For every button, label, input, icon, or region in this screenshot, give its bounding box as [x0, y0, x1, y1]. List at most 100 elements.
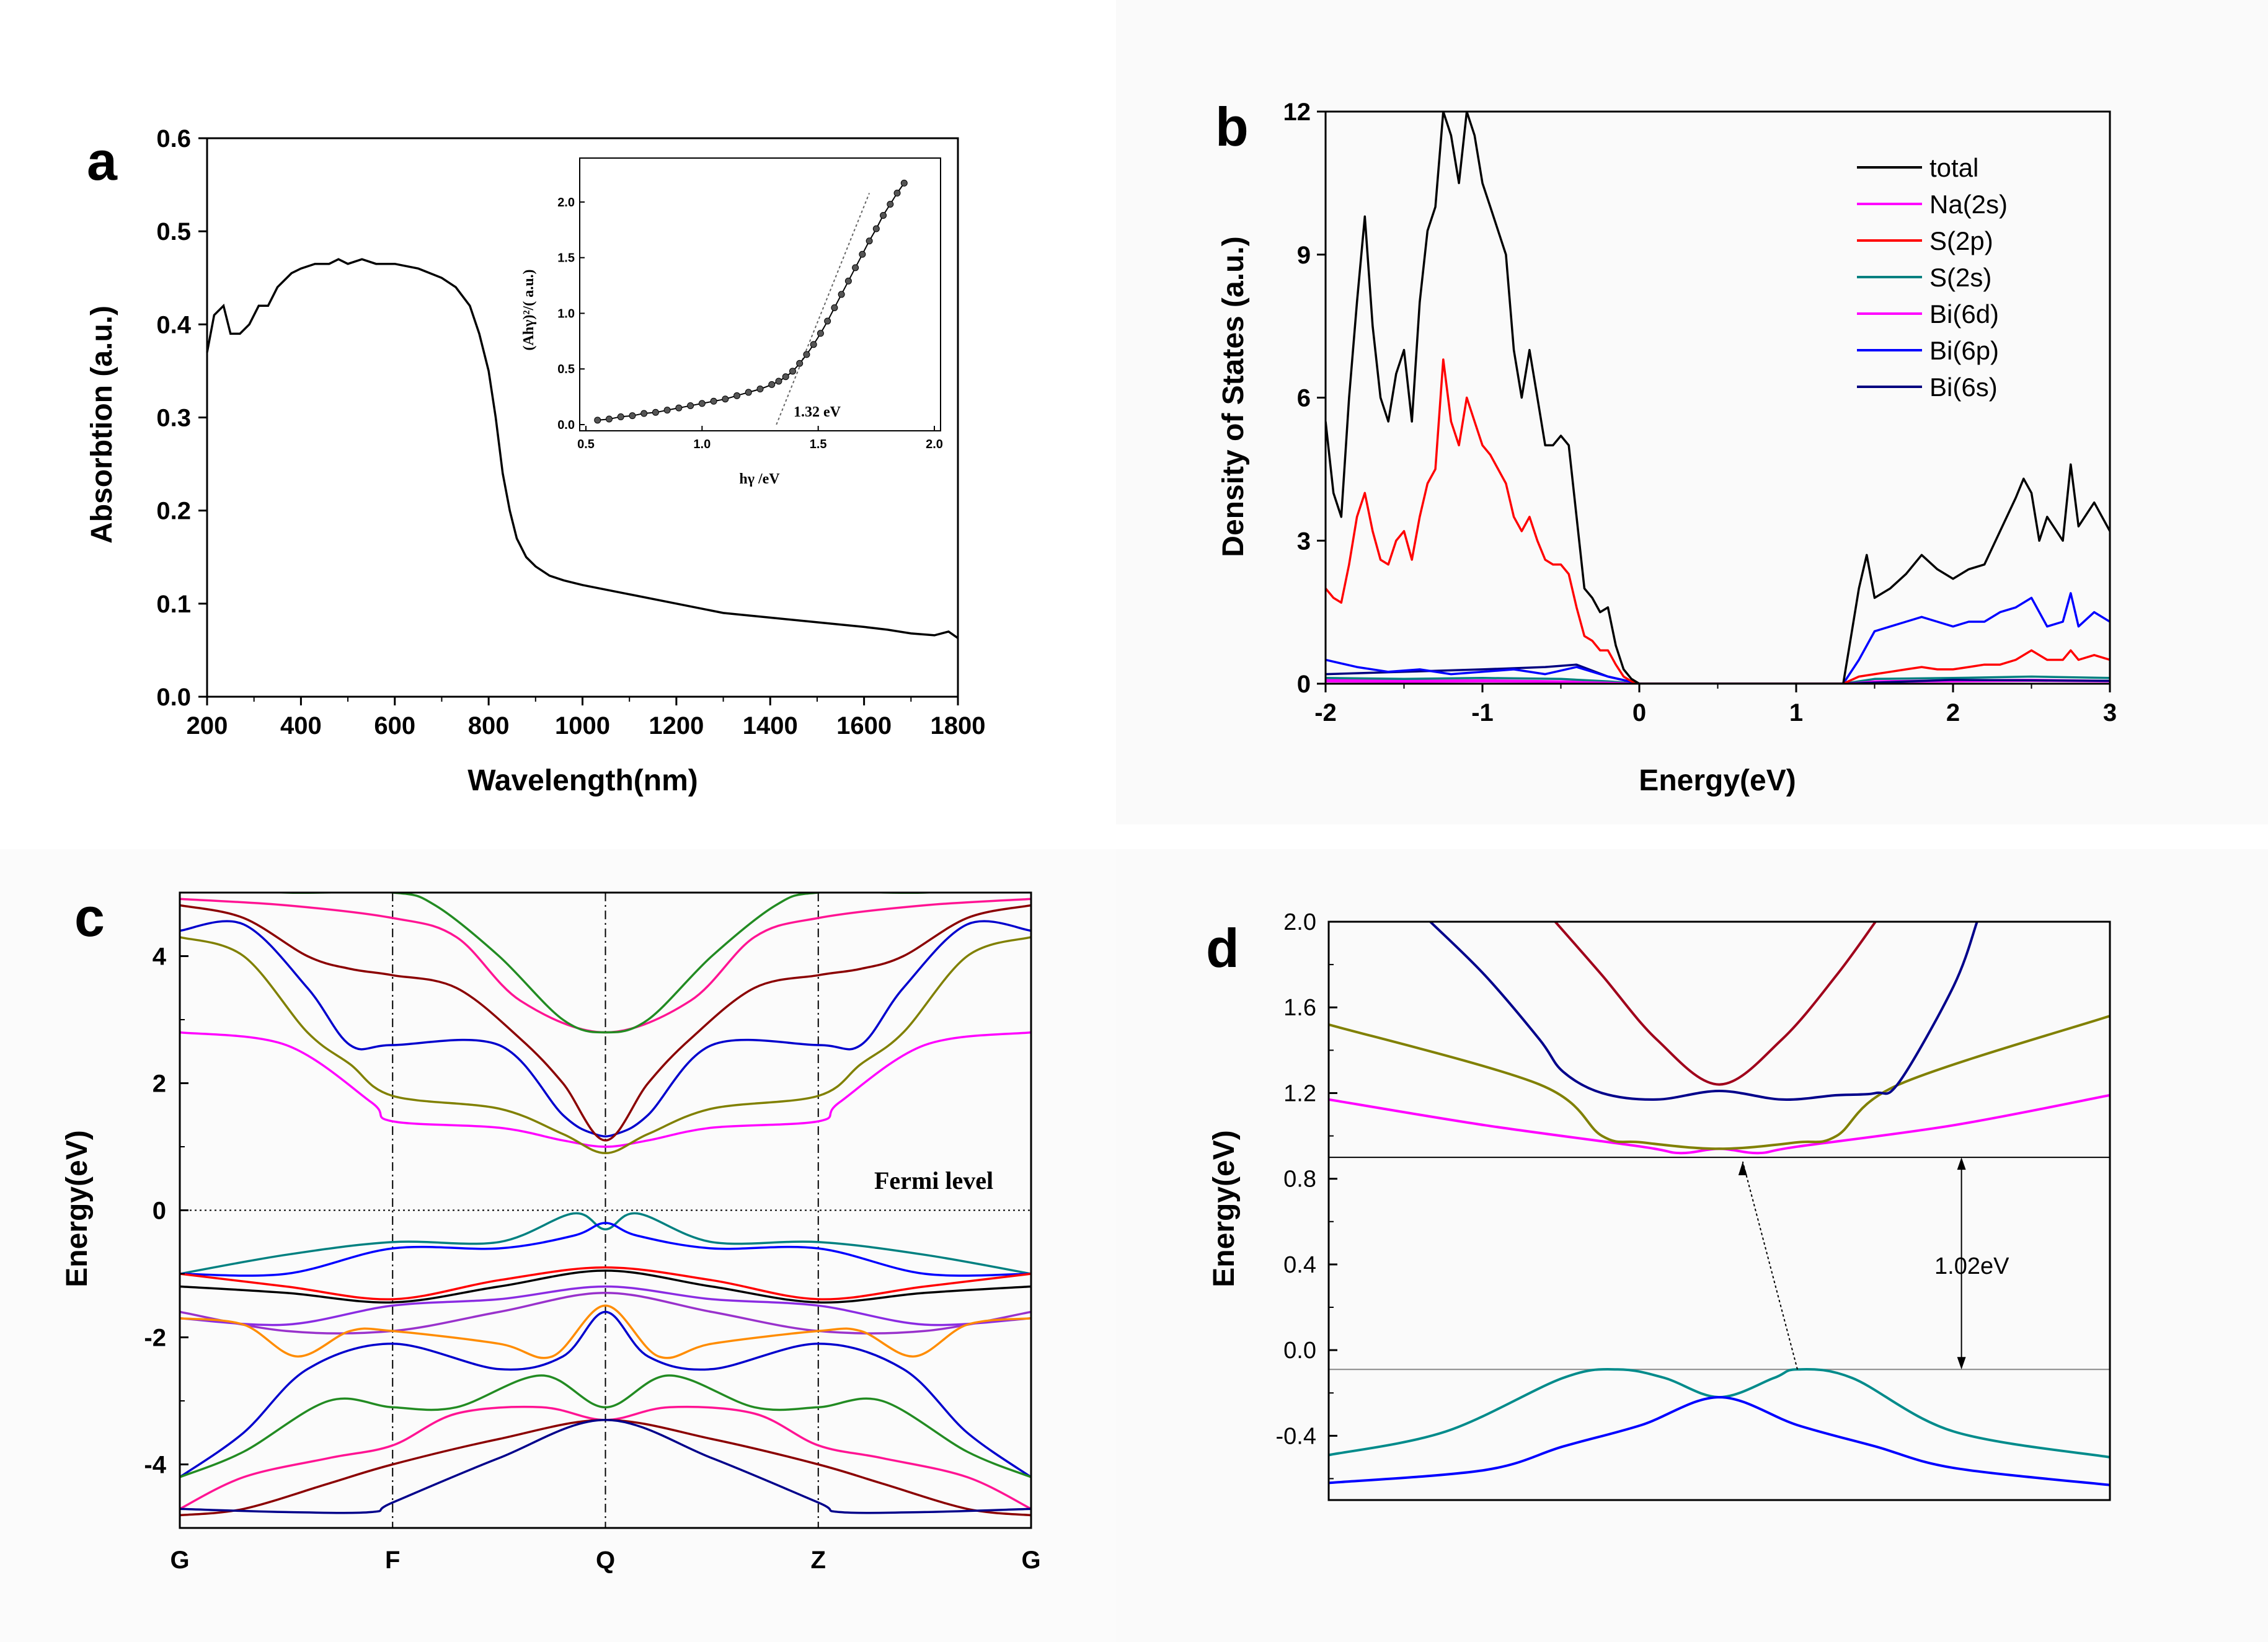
- panel-a-plot-area: [206, 258, 959, 639]
- band-line: [180, 1266, 1031, 1300]
- inset-data-point: [722, 395, 729, 403]
- kpoint-label: Z: [811, 1547, 826, 1574]
- x-tick-label: 1600: [836, 712, 892, 739]
- x-tick-label: 600: [374, 712, 415, 739]
- inset-frame: [579, 157, 941, 431]
- gap-arrow-head-top: [1957, 1157, 1966, 1170]
- panel-d-frame: [1327, 920, 2111, 1501]
- x-tick-label: 3: [2103, 699, 2117, 726]
- inset-data-point: [640, 410, 648, 417]
- legend-label: total: [1929, 153, 1978, 182]
- panel-a-xlabel: Wavelength(nm): [467, 764, 698, 797]
- panel-letter-b: b: [1215, 96, 1249, 157]
- inset-y-tick-label: 1.0: [557, 307, 575, 320]
- inset-data-point: [782, 373, 789, 381]
- inset-data-point: [866, 237, 873, 245]
- absorption-series-line: [206, 258, 959, 639]
- panel-b-xlabel: Energy(eV): [1639, 764, 1796, 797]
- inset-data-point: [629, 412, 636, 420]
- inset-data-point: [768, 381, 776, 388]
- kpoint-label: G: [1021, 1547, 1040, 1574]
- inset-data-point: [803, 351, 810, 358]
- panel-b-legend: total Na(2s) S(2p) S(2s) Bi(6d) Bi(6p) Bi(6s): [1857, 153, 2008, 402]
- panel-b-plot-area: [1326, 112, 2110, 684]
- inset-plot-area: [594, 179, 908, 425]
- inset-xlabel: hγ /eV: [739, 471, 780, 487]
- band-line: [1329, 1015, 2110, 1150]
- y-tick-label: -2: [144, 1325, 166, 1352]
- inset-data-point: [817, 330, 824, 337]
- inset-y-tick-label: 0.0: [557, 418, 575, 432]
- dos-series-bi6d: [1326, 679, 2110, 684]
- panel-c-plot-area: [180, 893, 1031, 1528]
- band-line: [180, 1212, 1031, 1275]
- band-line: [260, 893, 950, 1034]
- y-tick-label: 2.0: [1283, 909, 1316, 935]
- x-tick-label: 1800: [931, 712, 986, 739]
- legend-label: S(2s): [1929, 263, 1991, 292]
- band-line: [1554, 922, 1877, 1086]
- inset-data-point: [844, 277, 852, 285]
- inset-data-point: [756, 386, 764, 393]
- band-line: [180, 1304, 1031, 1359]
- inset-y-tick-label: 2.0: [557, 196, 575, 210]
- x-tick-label: 1000: [555, 712, 610, 739]
- x-tick-label: 1400: [743, 712, 798, 739]
- dos-series-s2s: [1326, 675, 2110, 684]
- y-tick-label: 1.2: [1283, 1080, 1316, 1106]
- dos-series-total: [1326, 112, 2110, 684]
- y-tick-label: -0.4: [1276, 1423, 1316, 1449]
- band-line: [180, 1310, 1031, 1478]
- inset-x-tick-label: 2.0: [926, 438, 943, 451]
- inset-data-point: [617, 413, 624, 420]
- x-tick-label: 200: [187, 712, 228, 739]
- inset-y-tick-label: 1.5: [557, 252, 575, 265]
- y-tick-label: 9: [1297, 242, 1311, 269]
- panel-a-inset: 0.5 1.0 1.5 2.00.00.51.01.52.0 hγ /eV (Ahγ)…: [521, 157, 943, 487]
- inset-data-point: [887, 201, 894, 208]
- band-line: [1329, 1396, 2110, 1486]
- inset-ylabel: (Ahγ)²/( a.u.): [521, 269, 537, 350]
- band-line: [180, 1031, 1031, 1148]
- y-tick-label: 0.4: [156, 311, 191, 338]
- inset-data-point: [652, 408, 659, 416]
- band-line: [180, 920, 1031, 1138]
- panel-a-ticks: 200 400 600 800 1000 1200 1400 1600 1800 0.0 0.1 0.…: [156, 125, 985, 739]
- panel-c-ticks: G F Q Z G -4 -2 0 2 4: [144, 892, 1041, 1574]
- band-line: [180, 1419, 1031, 1514]
- panel-d-background: [1116, 849, 2268, 1642]
- inset-data-point: [852, 264, 859, 271]
- y-tick-label: 0.4: [1283, 1252, 1316, 1278]
- y-tick-label: 2: [153, 1070, 166, 1098]
- inset-data-point: [831, 304, 838, 311]
- legend-label: Bi(6s): [1929, 373, 1998, 402]
- y-tick-label: -4: [144, 1452, 166, 1479]
- y-tick-label: 4: [153, 943, 167, 971]
- dos-series-s2p: [1326, 358, 2110, 684]
- kpoint-label: Q: [596, 1547, 615, 1574]
- band-line: [180, 1222, 1031, 1277]
- panel-c-background: [0, 849, 1116, 1642]
- inset-y-tick-label: 0.5: [557, 363, 575, 376]
- x-tick-label: 1200: [649, 712, 704, 739]
- kpoint-label: F: [385, 1547, 400, 1574]
- y-tick-label: 0: [153, 1198, 166, 1225]
- inset-data-point: [698, 400, 706, 407]
- legend-label: Bi(6p): [1929, 336, 1999, 365]
- inset-data-point: [893, 190, 901, 197]
- x-tick-label: 800: [468, 712, 510, 739]
- legend-label: Na(2s): [1929, 190, 2008, 219]
- panel-a-absorption-chart: 200 400 600 800 1000 1200 1400 1600 1800 0.0 0.1 0.…: [86, 125, 985, 797]
- transition-arrow: [1742, 1161, 1798, 1370]
- inset-data-point: [872, 225, 880, 232]
- inset-ticks: 0.5 1.0 1.5 2.00.00.51.01.52.0: [557, 196, 943, 451]
- inset-data-point: [796, 360, 804, 367]
- x-tick-label: 2: [1946, 699, 1960, 726]
- kpoint-label: G: [170, 1547, 189, 1574]
- panel-letter-a: a: [87, 130, 118, 192]
- y-tick-label: 0.0: [1283, 1338, 1316, 1364]
- band-line: [1429, 922, 1978, 1101]
- dos-series-bi6p: [1326, 592, 2110, 684]
- inset-data-point: [687, 402, 694, 409]
